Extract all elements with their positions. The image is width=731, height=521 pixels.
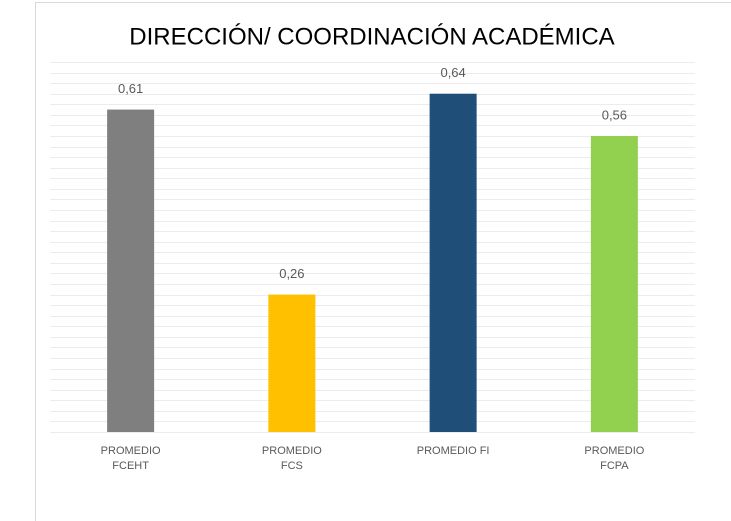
bar (107, 109, 155, 433)
data-label: 0,26 (279, 266, 304, 281)
data-label: 0,64 (440, 65, 465, 80)
bar (590, 136, 638, 432)
bar (429, 93, 477, 432)
x-tick-label: PROMEDIO FI (416, 445, 490, 457)
data-label: 0,56 (602, 107, 627, 122)
x-tick-label: PROMEDIO FCEHT (100, 445, 161, 472)
chart-title: DIRECCIÓN/ COORDINACIÓN ACADÉMICA (129, 23, 614, 50)
x-tick-label: PROMEDIO FCS (261, 445, 322, 472)
data-label: 0,61 (118, 81, 143, 96)
x-tick-label: PROMEDIO FCPA (584, 445, 645, 472)
bar (268, 294, 316, 432)
